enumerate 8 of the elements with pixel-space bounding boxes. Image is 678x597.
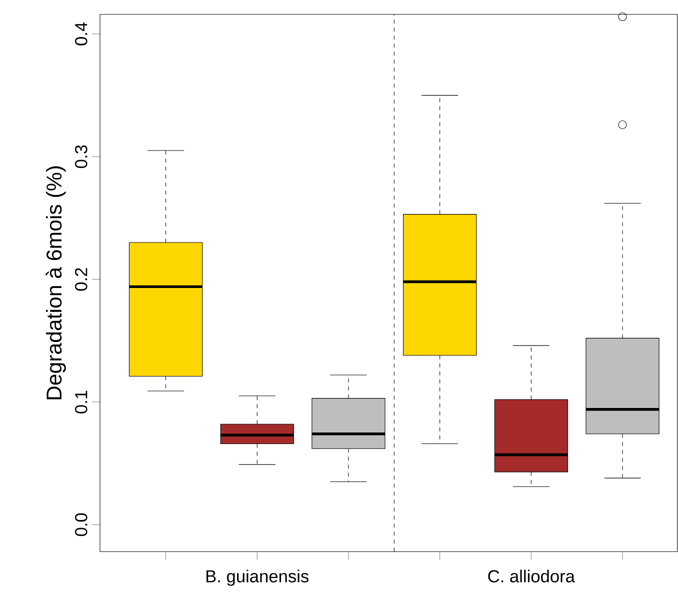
y-axis-title: Degradation à 6mois (%) (46, 166, 66, 400)
y-tick-label: 0.4 (75, 22, 88, 46)
y-tick-label: 0.3 (75, 145, 88, 168)
x-tick-label: C. alliodora (488, 570, 575, 582)
y-tick-label: 0.2 (75, 268, 88, 291)
x-tick-label: B. guianensis (206, 570, 309, 586)
y-tick-label: 0.0 (75, 513, 88, 536)
y-tick-label: 0.1 (75, 390, 88, 414)
